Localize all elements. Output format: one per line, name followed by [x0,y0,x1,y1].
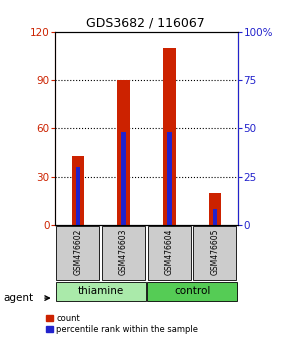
FancyBboxPatch shape [193,226,236,280]
FancyBboxPatch shape [56,282,146,301]
Legend: count, percentile rank within the sample: count, percentile rank within the sample [45,312,200,336]
Text: GSM476605: GSM476605 [211,229,220,275]
Text: GSM476602: GSM476602 [73,229,82,275]
FancyBboxPatch shape [148,226,191,280]
Bar [167,132,172,225]
FancyBboxPatch shape [102,226,145,280]
Text: GSM476604: GSM476604 [165,229,174,275]
Bar [163,48,176,225]
Bar [209,193,221,225]
Bar [76,167,80,225]
Bar [213,209,217,225]
Text: GDS3682 / 116067: GDS3682 / 116067 [86,17,204,30]
Text: thiamine: thiamine [78,286,124,296]
Text: GSM476603: GSM476603 [119,229,128,275]
Text: control: control [174,286,210,296]
Bar [72,156,84,225]
Bar [117,80,130,225]
Bar [121,132,126,225]
FancyBboxPatch shape [56,226,99,280]
Text: agent: agent [3,293,33,303]
FancyBboxPatch shape [147,282,237,301]
